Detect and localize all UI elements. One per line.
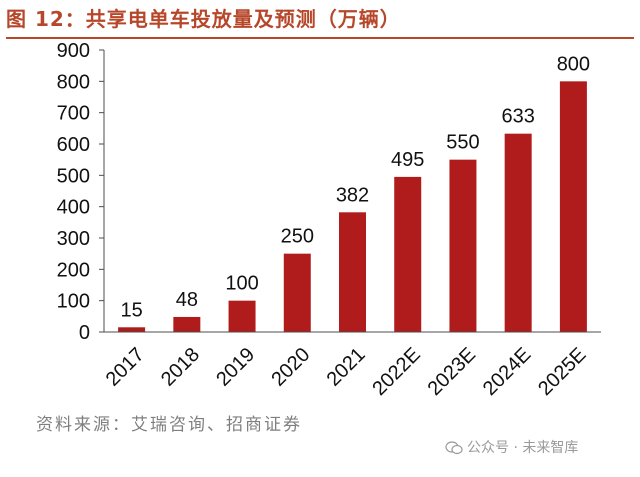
y-tick-label: 200 [57, 259, 90, 281]
bar-2023E [449, 159, 477, 332]
x-tick-label-2019: 2019 [212, 344, 259, 391]
bar-2025E [559, 81, 587, 332]
data-label-2025E: 800 [557, 53, 590, 75]
data-label-2021: 382 [336, 184, 369, 206]
x-tick-label-2023E: 2023E [424, 344, 480, 400]
title-divider [6, 37, 634, 39]
data-label-2022E: 495 [391, 149, 424, 171]
bar-2024E [504, 133, 532, 332]
data-label-2017: 15 [120, 299, 142, 321]
data-label-2019: 100 [225, 273, 258, 295]
chart-title: 图 12：共享电单车投放量及预测（万辆） [6, 7, 401, 31]
x-tick-label-2018: 2018 [157, 344, 204, 391]
watermark-text: 公众号 · 未来智库 [467, 440, 579, 456]
x-tick-label-2024E: 2024E [479, 344, 535, 400]
y-tick-label: 900 [57, 40, 90, 62]
data-label-2020: 250 [281, 226, 314, 248]
y-tick-label: 600 [57, 134, 90, 156]
data-labels: 15 48 100 250 382 495 550 633 800 [120, 53, 590, 321]
bar-series [118, 81, 587, 332]
bar-2022E [394, 176, 422, 332]
wechat-icon [445, 441, 463, 455]
y-tick-label: 800 [57, 71, 90, 93]
data-label-2018: 48 [176, 289, 198, 311]
x-tick-label-2017: 2017 [102, 344, 149, 391]
y-tick-label: 100 [57, 291, 90, 313]
bar-2021 [339, 212, 366, 332]
bar-2018 [173, 316, 201, 332]
y-tick-label: 0 [79, 322, 90, 344]
source-note: 资料来源：艾瑞咨询、招商证券 [36, 415, 302, 435]
bar-2019 [228, 300, 256, 332]
bar-2020 [283, 253, 311, 332]
y-axis: 0 100 200 300 400 500 600 700 800 900 [57, 40, 105, 344]
bar-2017 [118, 327, 146, 332]
y-tick-label: 300 [57, 228, 90, 250]
watermark: 公众号 · 未来智库 [445, 436, 578, 460]
x-tick-label-2021: 2021 [323, 344, 370, 391]
y-tick-label: 700 [57, 103, 90, 125]
data-label-2023E: 550 [446, 132, 479, 154]
x-tick-label-2020: 2020 [267, 344, 314, 391]
x-tick-label-2022E: 2022E [368, 344, 424, 400]
x-tick-label-2025E: 2025E [534, 344, 590, 400]
data-label-2024E: 633 [501, 106, 534, 128]
y-tick-label: 400 [57, 197, 90, 219]
y-tick-label: 500 [57, 165, 90, 187]
